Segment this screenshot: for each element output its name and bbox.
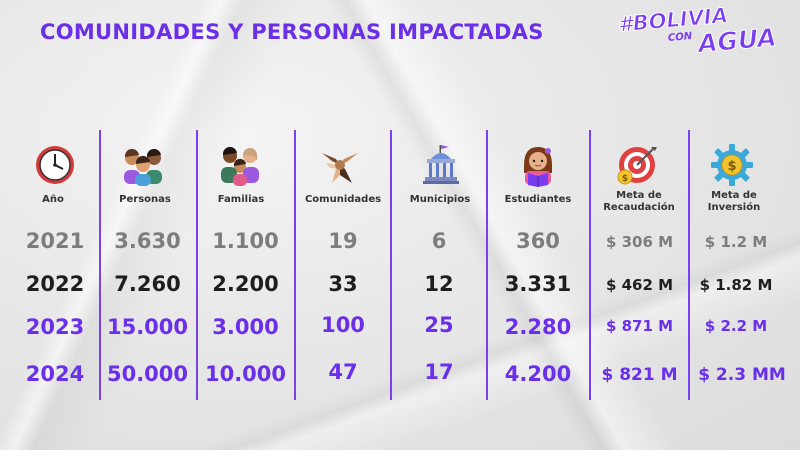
cell-communities-2022: 33 [328, 272, 358, 296]
header-fundraising: Meta de Recaudación [603, 190, 675, 213]
cell-municipalities-2024: 17 [424, 360, 454, 384]
cell-people-2023: 15.000 [106, 315, 189, 339]
logo-line-2: CON [667, 30, 693, 45]
cell-families-2021: 1.100 [212, 229, 279, 253]
column-divider [294, 130, 296, 400]
cell-families-2024: 10.000 [204, 362, 287, 386]
cell-year-2023: 2023 [25, 315, 85, 339]
cell-communities-2021: 19 [328, 229, 358, 253]
cell-people-2021: 3.630 [114, 229, 181, 253]
target-money-icon: $ [615, 143, 659, 187]
cell-year-2024: 2024 [25, 362, 85, 386]
government-building-icon [419, 143, 463, 187]
cell-investment-2022: $ 1.82 M [699, 276, 773, 294]
cell-students-2023: 2.280 [504, 315, 572, 339]
cell-fundraising-2023: $ 871 M [605, 317, 674, 335]
cell-fundraising-2024: $ 821 M [601, 365, 678, 385]
cell-students-2022: 3.331 [504, 272, 572, 296]
cell-students-2024: 4.200 [504, 362, 572, 386]
header-people: Personas [119, 194, 171, 205]
header-communities: Comunidades [304, 194, 382, 205]
clock-icon [33, 143, 77, 187]
cell-fundraising-2022: $ 462 M [605, 276, 674, 294]
column-divider [589, 130, 591, 400]
header-investment: Meta de Inversión [707, 190, 761, 213]
group-people-icon [121, 143, 165, 187]
cell-students-2021: 360 [516, 229, 560, 253]
header-municipalities: Municipios [409, 194, 471, 205]
gear-dollar-icon: $ [710, 143, 754, 187]
page-title: COMUNIDADES Y PERSONAS IMPACTADAS [40, 20, 544, 44]
cell-municipalities-2023: 25 [424, 313, 454, 337]
column-divider [486, 130, 488, 400]
header-students: Estudiantes [504, 194, 572, 205]
cell-fundraising-2021: $ 306 M [605, 233, 674, 251]
column-divider [688, 130, 690, 400]
svg-text:$: $ [622, 174, 628, 184]
cell-communities-2023: 100 [321, 313, 365, 337]
cell-year-2022: 2022 [25, 272, 85, 296]
cell-investment-2024: $ 2.3 MM [698, 365, 786, 385]
cell-investment-2021: $ 1.2 M [704, 233, 768, 251]
cell-families-2022: 2.200 [212, 272, 279, 296]
cell-people-2022: 7.260 [114, 272, 181, 296]
cell-families-2023: 3.000 [212, 315, 279, 339]
header-families: Familias [217, 194, 265, 205]
svg-text:$: $ [727, 159, 736, 174]
column-divider [196, 130, 198, 400]
cell-municipalities-2022: 12 [424, 272, 454, 296]
cell-people-2024: 50.000 [106, 362, 189, 386]
header-year: Año [42, 194, 64, 205]
cell-municipalities-2021: 6 [431, 229, 447, 253]
column-divider [390, 130, 392, 400]
bolivia-con-agua-logo: #BOLIVIA CON AGUA [617, 3, 778, 68]
cell-year-2021: 2021 [25, 229, 85, 253]
cell-investment-2023: $ 2.2 M [704, 317, 768, 335]
family-icon [218, 143, 262, 187]
student-reading-icon [516, 143, 560, 187]
logo-line-3: AGUA [696, 22, 778, 59]
joined-hands-icon [318, 143, 362, 187]
column-divider [99, 130, 101, 400]
cell-communities-2024: 47 [328, 360, 358, 384]
